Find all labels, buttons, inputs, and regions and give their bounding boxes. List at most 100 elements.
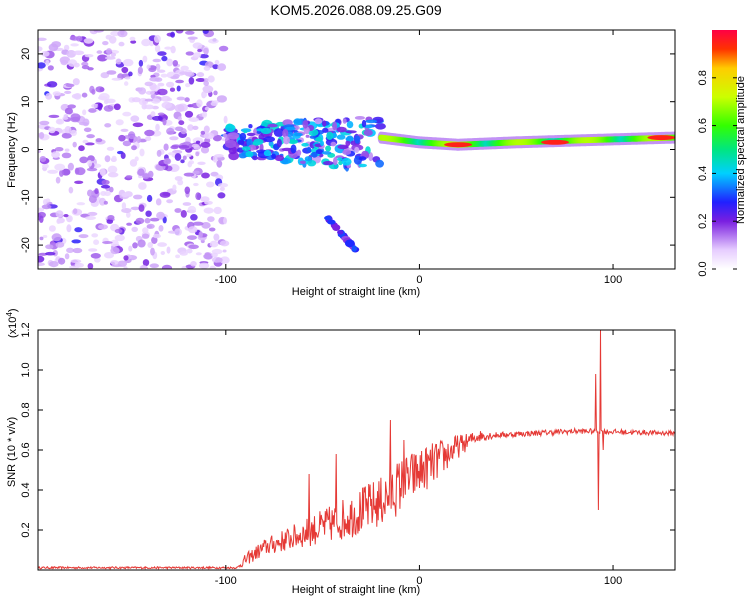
noise-blob bbox=[157, 112, 165, 116]
noise-blob bbox=[38, 262, 45, 266]
noise-blob bbox=[129, 36, 136, 41]
noise-blob bbox=[78, 145, 85, 152]
scatter-blob bbox=[335, 155, 344, 159]
noise-blob bbox=[120, 152, 126, 159]
noise-blob bbox=[136, 136, 141, 144]
noise-blob bbox=[187, 36, 198, 40]
noise-blob bbox=[72, 247, 83, 254]
noise-blob bbox=[216, 159, 223, 168]
noise-blob bbox=[59, 169, 64, 177]
noise-blob bbox=[121, 202, 127, 210]
noise-blob bbox=[113, 103, 121, 111]
noise-blob bbox=[160, 251, 165, 255]
noise-blob bbox=[69, 36, 80, 41]
noise-blob bbox=[105, 98, 116, 104]
colorbar-tick-label: 0.4 bbox=[697, 166, 709, 181]
noise-blob bbox=[99, 87, 105, 92]
snr-x-label: Height of straight line (km) bbox=[292, 584, 420, 596]
noise-blob bbox=[152, 233, 161, 239]
noise-blob bbox=[97, 54, 108, 62]
noise-blob bbox=[128, 245, 133, 252]
noise-blob bbox=[211, 252, 218, 258]
noise-blob bbox=[192, 221, 204, 226]
noise-blob bbox=[174, 104, 185, 112]
scatter-blob bbox=[246, 132, 256, 137]
scatter-blob bbox=[345, 140, 351, 147]
noise-blob bbox=[184, 186, 191, 195]
x-tick-label: -100 bbox=[215, 274, 237, 286]
noise-blob bbox=[39, 236, 44, 241]
colorbar-tick-label: 0.2 bbox=[697, 214, 709, 229]
noise-blob bbox=[87, 189, 93, 197]
noise-blob bbox=[104, 56, 116, 60]
noise-blob bbox=[215, 257, 223, 263]
noise-blob bbox=[200, 146, 210, 154]
scatter-blob bbox=[333, 157, 338, 166]
noise-blob bbox=[180, 159, 185, 164]
noise-blob bbox=[144, 129, 155, 137]
branch-blob bbox=[332, 224, 341, 232]
noise-blob bbox=[97, 103, 103, 111]
noise-blob bbox=[111, 77, 122, 81]
noise-blob bbox=[173, 74, 180, 78]
spectrogram-y-ticks: -20 -10 0 10 20 bbox=[20, 48, 675, 253]
scatter-blob bbox=[337, 157, 343, 162]
colorbar-tick-label: 0.8 bbox=[697, 70, 709, 85]
noise-blob bbox=[190, 214, 198, 221]
scatter-blob bbox=[361, 119, 367, 128]
noise-blob bbox=[47, 65, 54, 71]
noise-blob bbox=[38, 149, 42, 154]
spectrogram-feature-branch bbox=[324, 215, 360, 253]
noise-blob bbox=[212, 134, 222, 142]
noise-blob bbox=[134, 156, 139, 162]
noise-blob bbox=[106, 219, 114, 224]
noise-blob bbox=[213, 206, 222, 215]
noise-blob bbox=[184, 97, 190, 103]
noise-blob bbox=[87, 159, 93, 167]
noise-blob bbox=[176, 96, 186, 101]
scatter-blob bbox=[320, 140, 324, 147]
noise-blob bbox=[90, 253, 101, 259]
y-tick-label: 0.8 bbox=[20, 402, 32, 417]
noise-blob bbox=[100, 184, 111, 189]
noise-blob bbox=[155, 123, 160, 131]
noise-blob bbox=[78, 122, 89, 126]
noise-blob bbox=[126, 222, 132, 226]
noise-blob bbox=[163, 143, 169, 151]
noise-blob bbox=[45, 93, 53, 100]
scatter-blob bbox=[296, 149, 302, 156]
noise-blob bbox=[204, 252, 210, 256]
noise-blob bbox=[202, 85, 214, 94]
noise-blob bbox=[115, 58, 122, 65]
noise-blob bbox=[209, 240, 219, 248]
noise-blob bbox=[161, 264, 173, 269]
spectrogram-feature-peak bbox=[647, 135, 675, 141]
noise-blob bbox=[71, 239, 81, 244]
noise-blob bbox=[91, 103, 100, 108]
noise-blob bbox=[106, 146, 115, 151]
scatter-blob bbox=[345, 130, 357, 134]
noise-blob bbox=[174, 208, 182, 213]
spectrogram-y-label: Frequency (Hz) bbox=[6, 112, 18, 188]
scatter-blob bbox=[282, 128, 289, 138]
noise-blob bbox=[176, 85, 181, 92]
scatter-blob bbox=[336, 134, 346, 140]
noise-blob bbox=[56, 219, 61, 225]
noise-blob bbox=[42, 199, 48, 205]
noise-blob bbox=[150, 111, 156, 117]
noise-blob bbox=[55, 118, 65, 125]
noise-blob bbox=[110, 247, 120, 255]
scatter-blob bbox=[322, 127, 329, 133]
snr-background bbox=[38, 330, 675, 570]
noise-blob bbox=[48, 114, 60, 118]
scatter-blob bbox=[284, 126, 296, 131]
x-tick-label: -100 bbox=[215, 575, 237, 587]
y-tick-label: -20 bbox=[20, 237, 32, 253]
noise-blob bbox=[85, 142, 95, 146]
noise-blob bbox=[187, 161, 193, 168]
peak-blob bbox=[541, 139, 569, 145]
scatter-blob bbox=[375, 159, 384, 168]
noise-blob bbox=[150, 93, 156, 99]
scatter-blob bbox=[358, 156, 367, 161]
